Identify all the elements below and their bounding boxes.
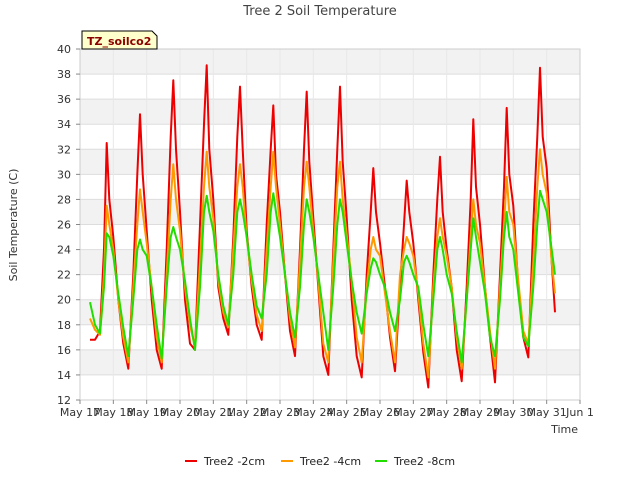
x-tick-label: May 19 [127,406,167,419]
x-tick-label: May 18 [93,406,133,419]
x-tick-label: May 31 [527,406,567,419]
grid-band [80,49,580,75]
x-tick-label: May 29 [460,406,500,419]
series-line-2 [89,148,556,379]
x-tick-label: May 21 [193,406,233,419]
y-tick-label: 18 [57,319,71,332]
series-lines [89,64,556,389]
y-axis-title: Soil Temperature (C) [7,169,20,282]
x-tick-label: May 25 [327,406,367,419]
x-tick-label: May 24 [293,406,333,419]
y-axis-ticks: 12 14 16 18 20 22 24 26 28 30 32 34 36 38 40 [57,43,80,407]
grid-band [80,99,580,125]
y-tick-label: 12 [57,394,71,407]
y-tick-label: 36 [57,93,71,106]
y-tick-label: 22 [57,269,71,282]
legend-label: Tree2 -2cm [203,455,265,468]
y-tick-label: 16 [57,344,71,357]
y-tick-label: 32 [57,143,71,156]
grid-band [80,149,580,175]
legend-label: Tree2 -4cm [299,455,361,468]
x-tick-label: Jun 1 [565,406,594,419]
grid-band [80,199,580,225]
legend: Tree2 -2cm Tree2 -4cm Tree2 -8cm [185,455,455,468]
y-tick-label: 40 [57,43,71,56]
x-tick-label: May 23 [260,406,300,419]
x-tick-label: May 17 [60,406,100,419]
badge-box [81,30,158,50]
grid-band [80,249,580,275]
x-tick-label: May 20 [160,406,200,419]
x-tick-label: May 22 [227,406,267,419]
y-tick-label: 24 [57,244,71,257]
y-tick-label: 28 [57,193,71,206]
badge-label: TZ_soilco2 [87,35,151,48]
x-axis-title: Time [550,423,578,436]
series-line-1 [90,64,556,389]
x-tick-label: May 27 [393,406,433,419]
y-tick-label: 34 [57,118,71,131]
y-tick-label: 38 [57,68,71,81]
y-tick-label: 30 [57,168,71,181]
x-tick-label: May 26 [360,406,400,419]
chart-title: Tree 2 Soil Temperature [242,4,397,19]
y-tick-label: 14 [57,369,71,382]
x-tick-label: May 28 [427,406,467,419]
y-tick-label: 26 [57,219,71,232]
site-badge: TZ_soilco2 [81,30,158,50]
y-tick-label: 20 [57,294,71,307]
series-line-3 [89,189,556,364]
x-tick-label: May 30 [493,406,533,419]
legend-label: Tree2 -8cm [393,455,455,468]
